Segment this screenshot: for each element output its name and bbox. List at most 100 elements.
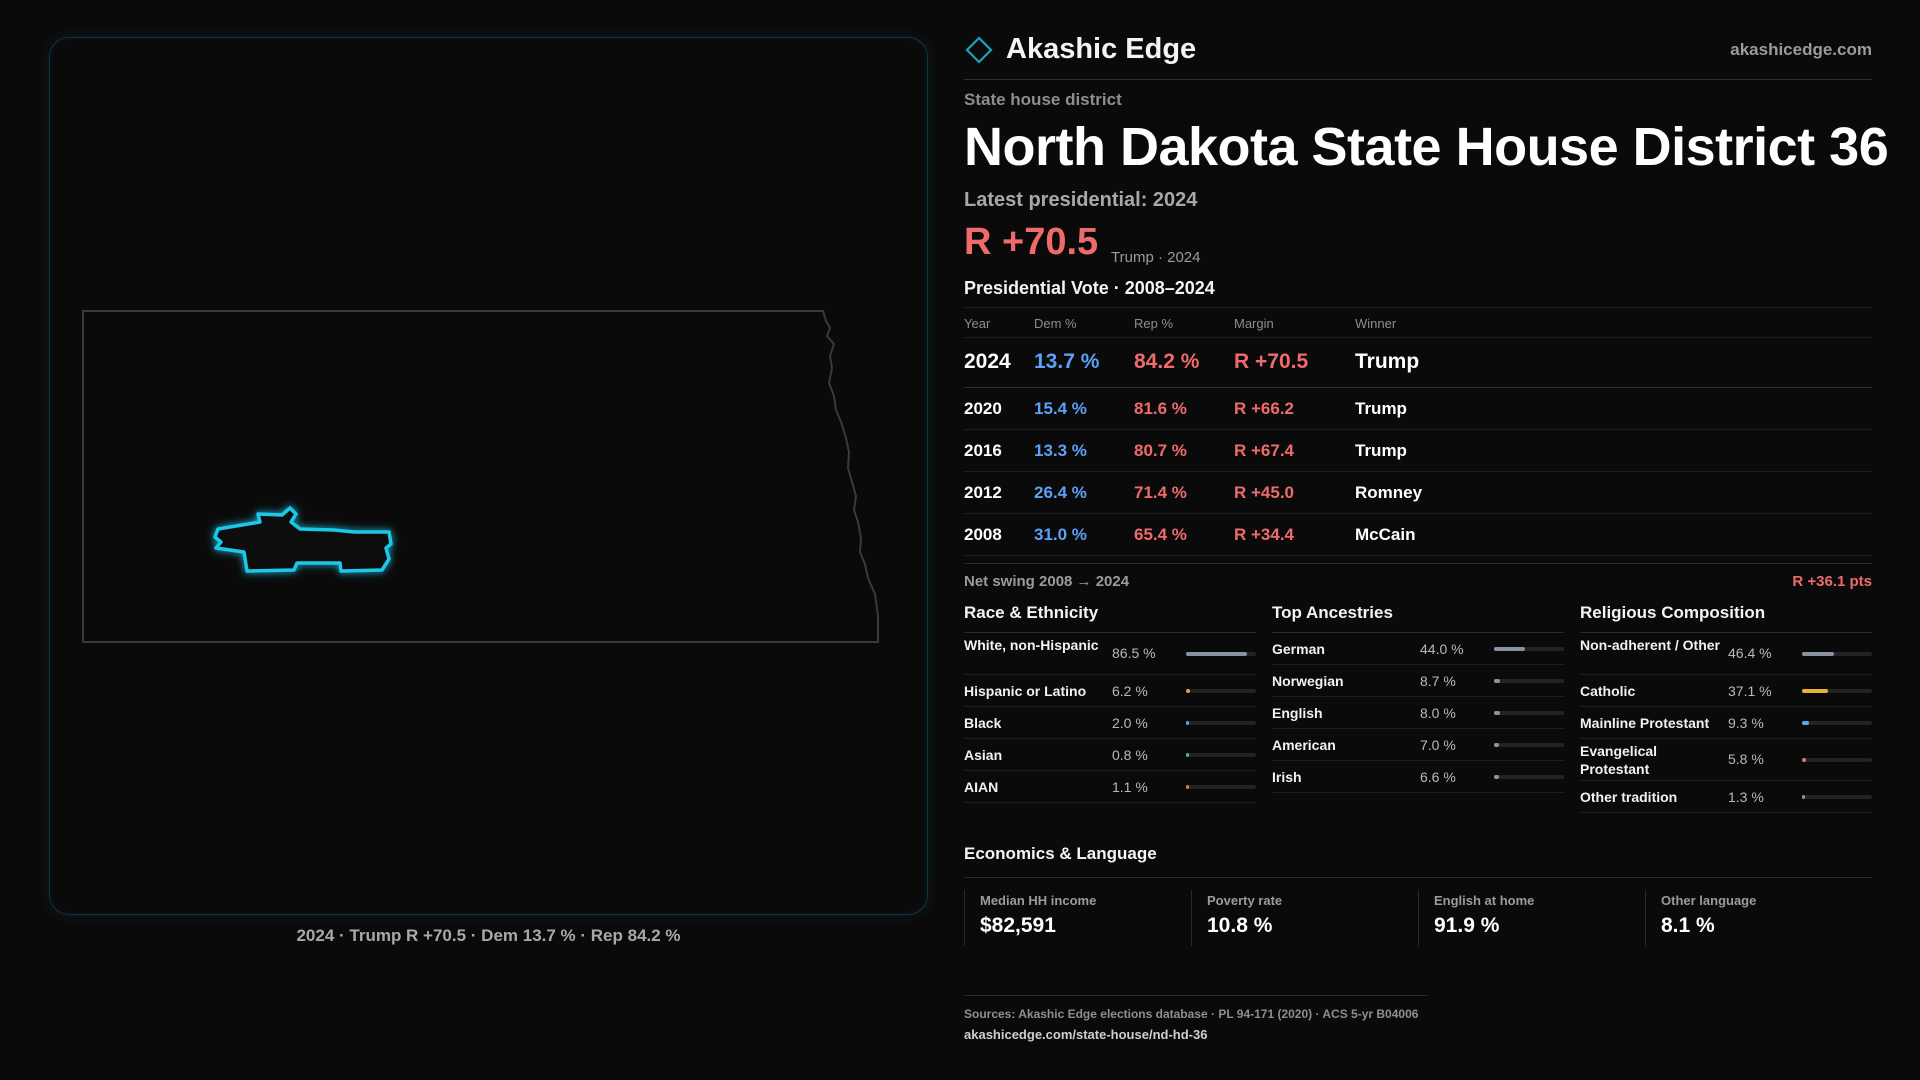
bar-fill (1494, 647, 1525, 651)
table-row: 2008 31.0 % 65.4 % R +34.4 McCain (964, 514, 1872, 556)
bar-fill (1186, 721, 1189, 725)
ancestries-section: Top Ancestries German 44.0 % Norwegian 8… (1272, 600, 1564, 793)
header: Akashic Edge akashicedge.com (964, 30, 1872, 80)
latest-margin: R +70.5 (964, 221, 1099, 263)
list-item: Evangelical Protestant 5.8 % (1580, 739, 1872, 781)
bar-track (1494, 711, 1564, 715)
district-kind: State house district (964, 90, 1122, 109)
item-pct: 8.7 % (1420, 673, 1456, 689)
bar-track (1802, 689, 1872, 693)
brand[interactable]: Akashic Edge (964, 33, 1196, 66)
net-swing: Net swing 2008 → 2024 R +36.1 pts (964, 563, 1872, 593)
table-row: 2024 13.7 % 84.2 % R +70.5 Trump (964, 338, 1872, 388)
item-pct: 9.3 % (1728, 715, 1764, 731)
net-swing-value: R +36.1 pts (1792, 573, 1872, 590)
margin-cell: R +67.4 (1234, 441, 1295, 460)
item-label: Asian (964, 747, 1003, 763)
item-pct: 44.0 % (1420, 641, 1464, 657)
religion-section: Religious Composition Non-adherent / Oth… (1580, 600, 1872, 813)
economics-title: Economics & Language (964, 844, 1872, 878)
winner-cell: Trump (1355, 441, 1407, 460)
table-header: Year Dem % Rep % Margin Winner (964, 307, 1872, 338)
map-panel[interactable] (49, 37, 928, 915)
bar-track (1802, 758, 1872, 762)
item-label: White, non-Hispanic (964, 637, 1099, 653)
rep-cell: 81.6 % (1134, 399, 1187, 418)
state-outline (82, 310, 879, 643)
margin-cell: R +66.2 (1234, 399, 1295, 418)
site-link[interactable]: akashicedge.com (1730, 40, 1872, 59)
bar-fill (1186, 689, 1190, 693)
item-pct: 2.0 % (1112, 715, 1148, 731)
econ-value: 91.9 % (1434, 914, 1500, 937)
item-label: Mainline Protestant (1580, 715, 1710, 731)
brand-name: Akashic Edge (1006, 33, 1197, 65)
latest-presidential-label: Latest presidential: 2024 (964, 189, 1198, 211)
list-item: Norwegian 8.7 % (1272, 665, 1564, 697)
list-item: Mainline Protestant 9.3 % (1580, 707, 1872, 739)
dem-cell: 31.0 % (1034, 525, 1087, 544)
item-label: Evangelical Protestant (1580, 743, 1658, 777)
bar-track (1186, 785, 1256, 789)
item-pct: 6.6 % (1420, 769, 1456, 785)
item-label: Catholic (1580, 683, 1636, 699)
district-profile: Akashic Edge akashicedge.com State house… (964, 0, 1889, 1080)
bar-track (1802, 795, 1872, 799)
district-shape[interactable] (213, 506, 393, 573)
bar-fill (1186, 652, 1247, 656)
rep-cell: 65.4 % (1134, 525, 1187, 544)
header-dem: Dem % (1034, 316, 1077, 331)
list-item: American 7.0 % (1272, 729, 1564, 761)
latest-margin-note: Trump · 2024 (1111, 249, 1201, 266)
item-label: German (1272, 641, 1325, 657)
list-item: Non-adherent / Other 46.4 % (1580, 633, 1872, 675)
winner-cell: Romney (1355, 483, 1423, 502)
econ-english-at-home: English at home 91.9 % (1418, 890, 1645, 946)
bar-track (1186, 753, 1256, 757)
header-rep: Rep % (1134, 316, 1174, 331)
diamond-logo-icon (965, 35, 993, 64)
district-map[interactable] (50, 38, 929, 916)
list-item: AIAN 1.1 % (964, 771, 1256, 803)
item-pct: 46.4 % (1728, 645, 1772, 661)
item-pct: 8.0 % (1420, 705, 1456, 721)
dem-cell: 15.4 % (1034, 399, 1087, 418)
item-pct: 37.1 % (1728, 683, 1772, 699)
item-pct: 1.3 % (1728, 789, 1764, 805)
bar-fill (1802, 652, 1834, 656)
table-row: 2020 15.4 % 81.6 % R +66.2 Trump (964, 388, 1872, 430)
bar-fill (1802, 689, 1828, 693)
economics-grid: Median HH income $82,591 Poverty rate 10… (964, 890, 1872, 946)
list-item: Other tradition 1.3 % (1580, 781, 1872, 813)
race-ethnicity-section: Race & Ethnicity White, non-Hispanic 86.… (964, 600, 1256, 803)
item-pct: 86.5 % (1112, 645, 1156, 661)
item-label: Non-adherent / Other (1580, 637, 1721, 653)
econ-value: 8.1 % (1661, 914, 1715, 937)
list-item: Hispanic or Latino 6.2 % (964, 675, 1256, 707)
item-label: Irish (1272, 769, 1302, 785)
dem-cell: 26.4 % (1034, 483, 1087, 502)
bar-track (1186, 721, 1256, 725)
list-item: English 8.0 % (1272, 697, 1564, 729)
econ-median-income: Median HH income $82,591 (964, 890, 1191, 946)
ancestries-title: Top Ancestries (1272, 600, 1564, 633)
econ-value: 10.8 % (1207, 914, 1273, 937)
dem-cell: 13.7 % (1034, 350, 1100, 373)
table-row: 2016 13.3 % 80.7 % R +67.4 Trump (964, 430, 1872, 472)
item-pct: 7.0 % (1420, 737, 1456, 753)
bar-fill (1494, 775, 1499, 779)
bar-fill (1494, 679, 1500, 683)
header-year: Year (964, 316, 991, 331)
bar-fill (1186, 753, 1189, 757)
source-url-link[interactable]: akashicedge.com/state-house/nd-hd-36 (964, 1027, 1208, 1042)
bar-fill (1494, 711, 1500, 715)
bar-track (1494, 679, 1564, 683)
race-ethnicity-title: Race & Ethnicity (964, 600, 1256, 633)
list-item: Asian 0.8 % (964, 739, 1256, 771)
year-cell: 2020 (964, 399, 1002, 418)
page-title: North Dakota State House District 36 (964, 117, 1889, 177)
sources: Sources: Akashic Edge elections database… (964, 995, 1428, 1042)
rep-cell: 80.7 % (1134, 441, 1187, 460)
bar-track (1494, 647, 1564, 651)
religion-title: Religious Composition (1580, 600, 1872, 633)
